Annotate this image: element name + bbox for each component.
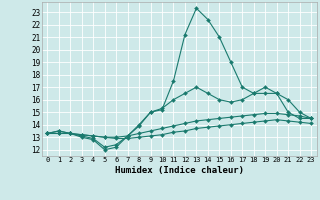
X-axis label: Humidex (Indice chaleur): Humidex (Indice chaleur) <box>115 166 244 175</box>
